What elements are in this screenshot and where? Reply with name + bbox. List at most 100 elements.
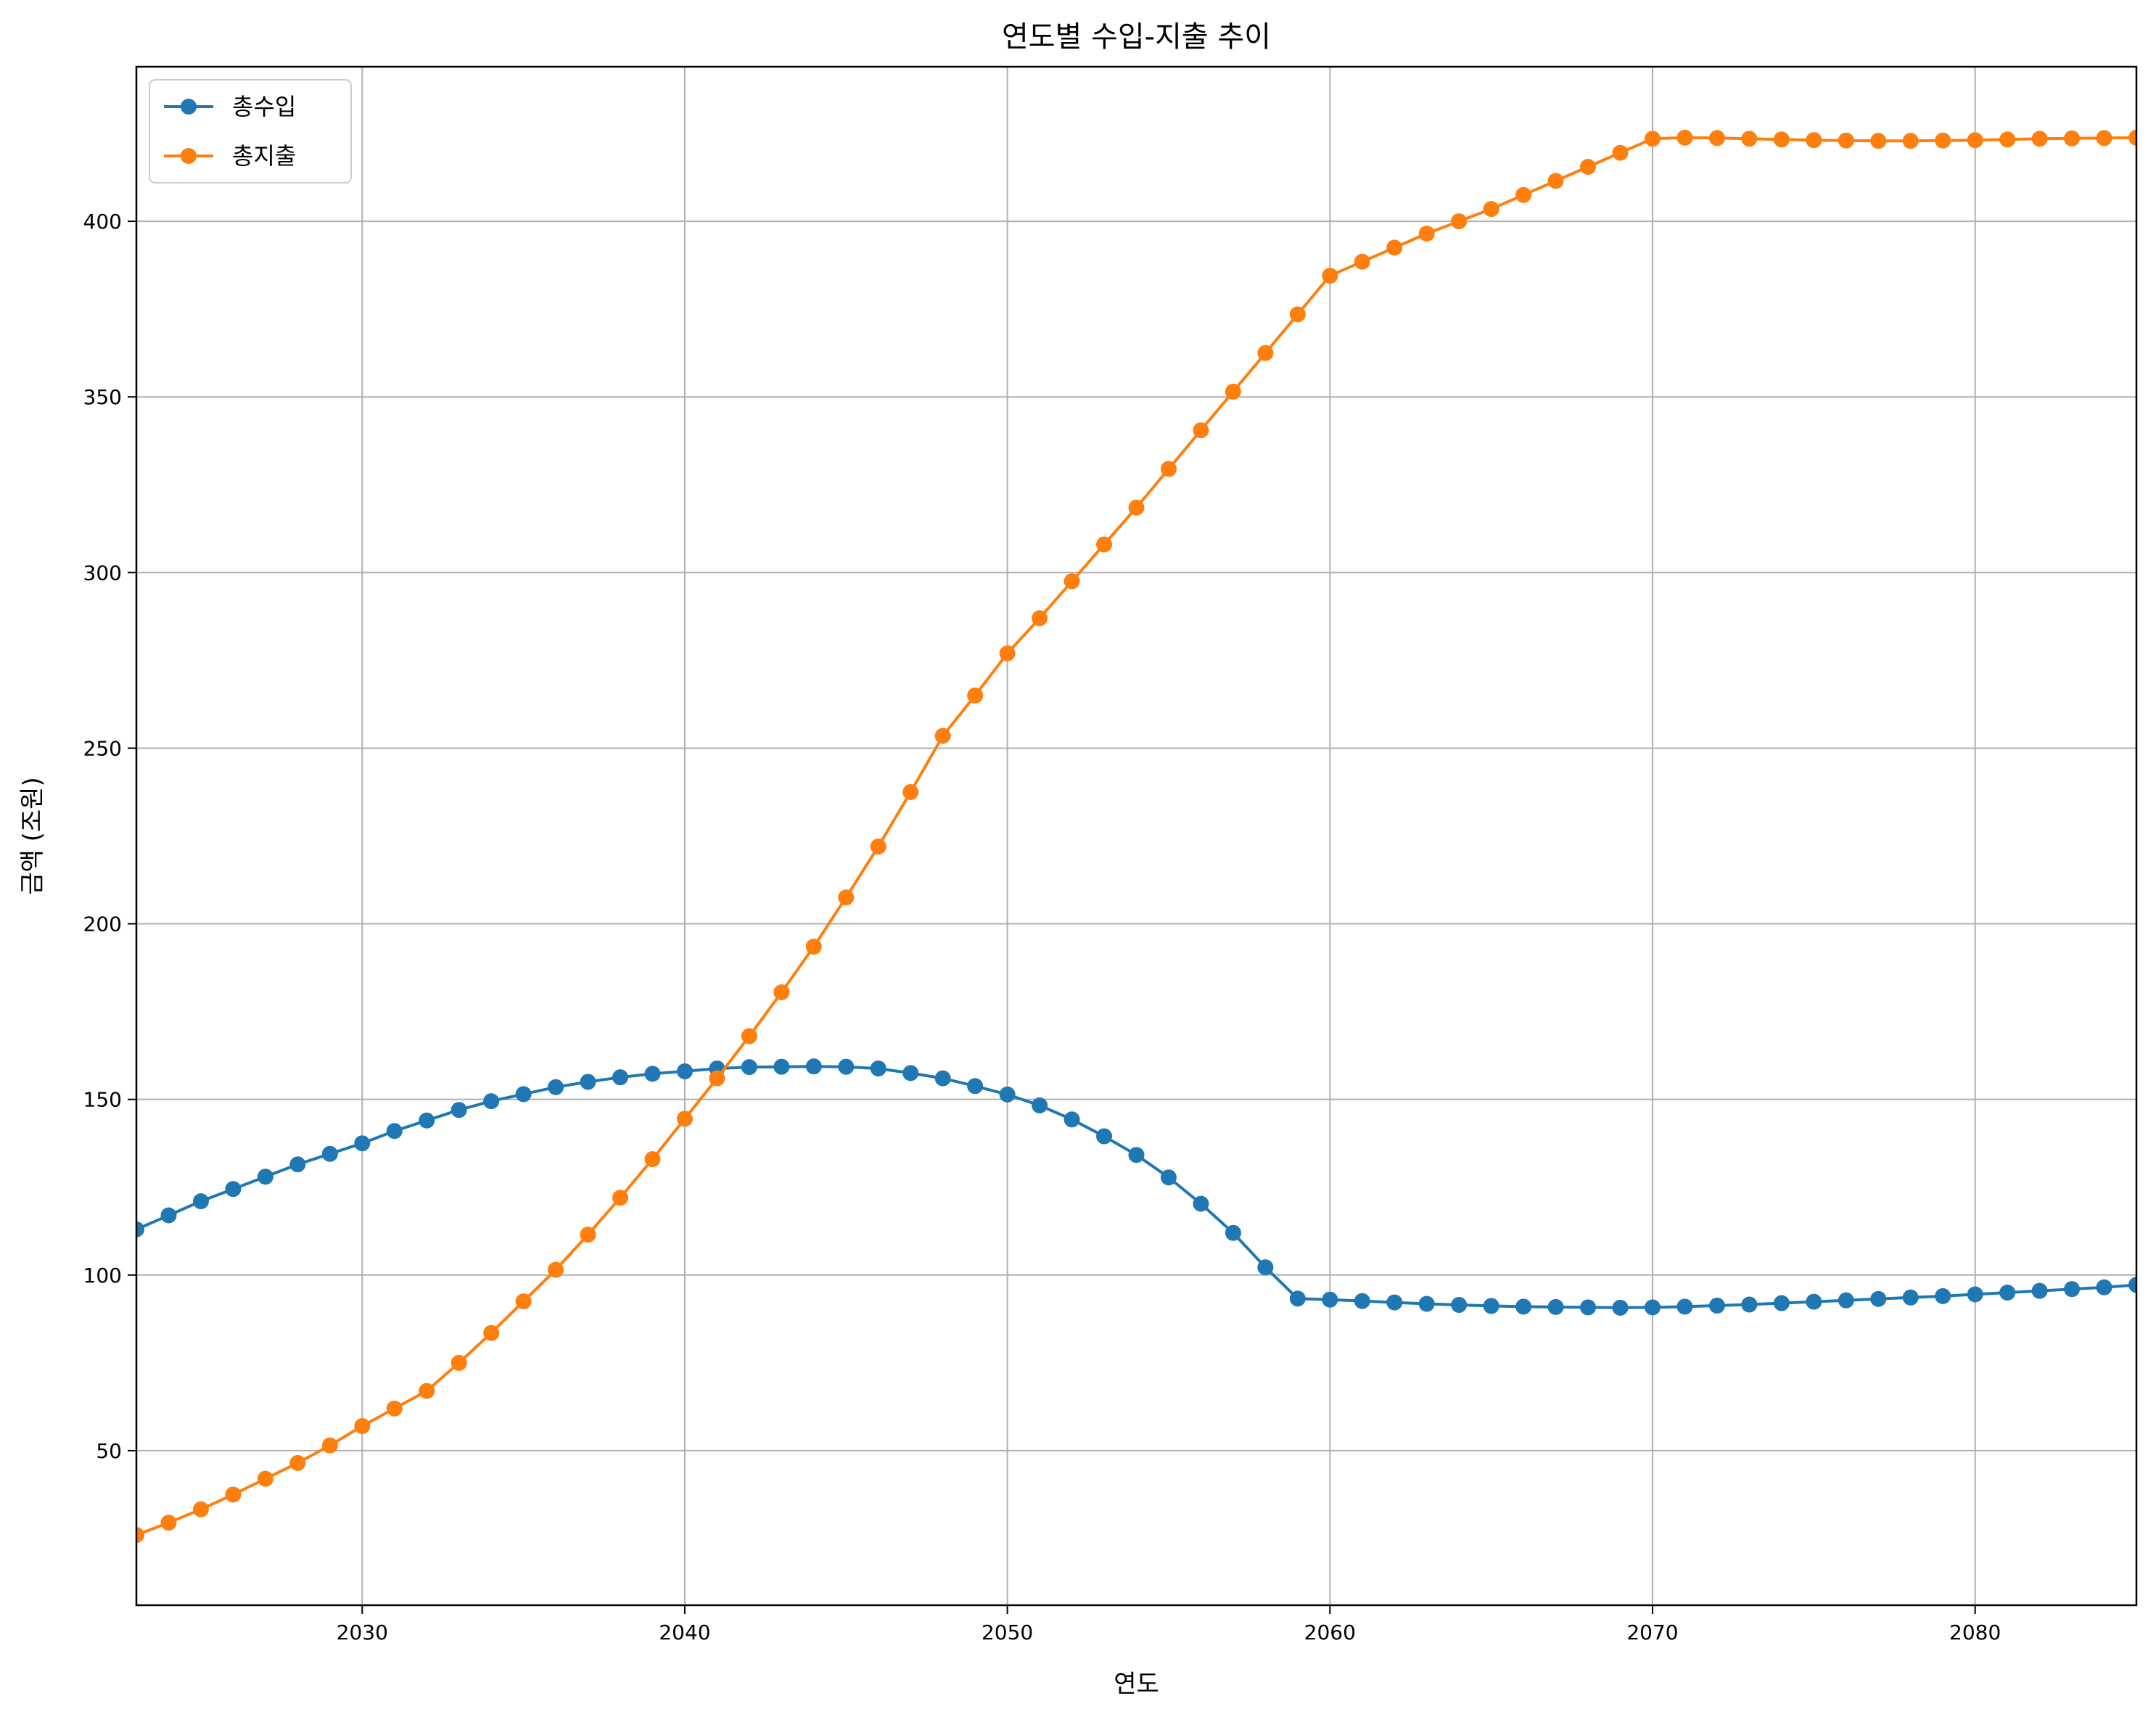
data-point — [450, 1354, 467, 1371]
data-point — [321, 1145, 338, 1162]
data-point — [1870, 1290, 1887, 1307]
x-axis-label: 연도 — [1114, 1670, 1159, 1699]
x-tick-label: 2080 — [1949, 1620, 2001, 1644]
data-point — [1708, 1297, 1725, 1314]
data-point — [1644, 1299, 1661, 1316]
data-point — [676, 1111, 693, 1127]
data-point — [1128, 1147, 1145, 1163]
y-tick-label: 350 — [83, 385, 122, 409]
plot-frame — [135, 65, 2138, 1607]
data-point — [1708, 130, 1725, 147]
data-point — [676, 1063, 693, 1079]
data-point — [1354, 253, 1370, 270]
x-tick-label: 2030 — [337, 1620, 388, 1644]
data-point — [773, 1058, 790, 1075]
data-point — [838, 1058, 855, 1075]
chart-title: 연도별 수입-지출 추이 — [1002, 20, 1271, 54]
data-point — [1580, 1299, 1597, 1316]
data-point — [644, 1066, 661, 1082]
data-point — [1032, 610, 1048, 627]
data-point — [1483, 1298, 1499, 1314]
data-point — [838, 889, 855, 906]
data-point — [1870, 133, 1887, 149]
grid — [136, 67, 2136, 1605]
data-point — [1160, 1169, 1177, 1186]
x-tick-label: 2050 — [982, 1620, 1033, 1644]
data-point — [934, 1070, 951, 1087]
data-point — [548, 1261, 564, 1278]
data-point — [515, 1293, 532, 1310]
data-point — [999, 1086, 1016, 1103]
data-point — [1902, 1289, 1919, 1306]
data-point — [386, 1400, 403, 1417]
data-point — [1935, 1288, 1951, 1304]
data-point — [2031, 1282, 2048, 1299]
data-point — [1096, 1128, 1113, 1145]
data-point — [1644, 131, 1661, 147]
data-point — [580, 1227, 596, 1243]
data-point — [192, 1501, 209, 1517]
data-point — [1096, 536, 1113, 553]
y-tick-label: 150 — [83, 1088, 122, 1112]
data-point — [321, 1437, 338, 1454]
data-point — [805, 1058, 822, 1075]
y-axis-ticks: 50 100 150 200 250 300 350 400 — [83, 210, 136, 1463]
data-point — [257, 1169, 273, 1185]
data-point — [1838, 1292, 1854, 1309]
data-point — [709, 1070, 725, 1087]
y-tick-label: 300 — [83, 561, 122, 585]
legend-label: 총지출 — [232, 142, 296, 170]
data-point — [1063, 573, 1080, 590]
data-point — [1547, 1298, 1564, 1315]
legend-label: 총수입 — [232, 93, 296, 120]
data-point — [1289, 306, 1306, 323]
data-point — [1451, 213, 1468, 230]
data-point — [1838, 132, 1854, 149]
data-point — [967, 1078, 984, 1095]
data-point — [870, 839, 886, 855]
x-tick-label: 2070 — [1626, 1620, 1678, 1644]
data-point — [160, 1515, 177, 1531]
data-point — [1515, 1298, 1532, 1315]
data-point — [225, 1486, 242, 1503]
data-point — [1451, 1296, 1468, 1313]
x-tick-label: 2040 — [659, 1620, 710, 1644]
data-point — [1193, 1195, 1209, 1212]
x-axis-ticks: 2030 2040 2050 2060 2070 2080 — [337, 1605, 2001, 1644]
data-point — [967, 687, 984, 704]
data-point — [2064, 1281, 2081, 1298]
data-point — [1160, 461, 1177, 477]
y-axis-label: 금액 (조원) — [18, 777, 47, 894]
data-point — [902, 783, 919, 800]
data-point — [354, 1135, 371, 1152]
data-point — [2128, 1277, 2136, 1293]
data-point — [419, 1112, 435, 1129]
data-point — [1967, 1286, 1983, 1303]
data-point — [1386, 1294, 1403, 1311]
data-point — [386, 1123, 403, 1140]
data-point — [289, 1454, 306, 1471]
data-point — [160, 1207, 177, 1224]
data-point — [1225, 383, 1241, 400]
data-point — [1063, 1111, 1080, 1128]
data-point — [612, 1190, 629, 1206]
data-point — [1676, 1298, 1693, 1315]
data-point — [612, 1069, 629, 1086]
series-layer — [136, 129, 2136, 1544]
data-point — [2096, 1279, 2112, 1295]
data-point — [1257, 345, 1274, 361]
data-point — [192, 1193, 209, 1210]
data-point — [548, 1079, 564, 1095]
y-tick-label: 250 — [83, 736, 122, 760]
data-point — [1289, 1290, 1306, 1307]
data-point — [483, 1325, 500, 1341]
data-point — [354, 1418, 371, 1435]
data-point — [1741, 1296, 1758, 1313]
data-point — [1418, 1295, 1435, 1312]
data-point — [1773, 131, 1790, 148]
data-point — [257, 1470, 273, 1487]
legend-marker — [181, 148, 197, 164]
